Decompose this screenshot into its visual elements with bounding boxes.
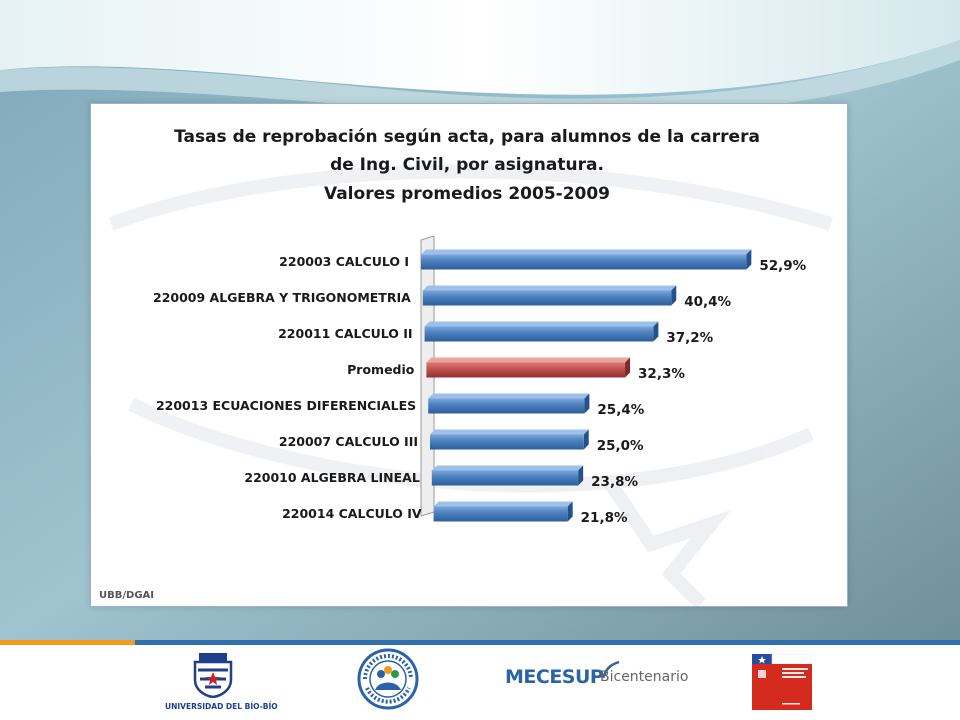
mecesup-logo: MECESUP Bicentenario	[505, 660, 688, 700]
mecesup-subtitle: Bicentenario	[600, 669, 689, 685]
category-labels: 220003 CALCULO I 220009 ALGEBRA Y TRIGONO…	[153, 254, 422, 521]
programa-politicas-seal-icon	[357, 648, 419, 710]
value-label: 37,2%	[666, 330, 713, 346]
category-label: 220003 CALCULO I	[279, 254, 409, 269]
mecesup-logo-icon	[601, 660, 620, 679]
value-labels: 52,9% 40,4% 37,2% 32,3% 25,4% 25,0% 23,8% 21,8%	[581, 258, 807, 526]
programa-politicas-logo	[357, 648, 419, 710]
footer-stripe-blue	[135, 640, 960, 645]
chart-title-line-3: Valores promedios 2005-2009	[324, 184, 610, 204]
bar	[428, 393, 590, 414]
watermark-emblem-icon	[108, 164, 834, 606]
chart-title-line-1: Tasas de reprobación según acta, para al…	[174, 127, 760, 147]
category-label: 220010 ALGEBRA LINEAL	[244, 470, 419, 485]
value-label: 21,8%	[581, 510, 628, 526]
value-label: 25,0%	[597, 438, 644, 454]
category-label: 220007 CALCULO III	[279, 434, 418, 449]
category-label: Promedio	[347, 362, 415, 377]
ministerio-logo	[752, 653, 813, 710]
category-label: 220013 ECUACIONES DIFERENCIALES	[156, 398, 416, 413]
bar	[422, 285, 677, 306]
bar	[431, 465, 584, 486]
value-label: 32,3%	[638, 366, 685, 382]
category-label: 220009 ALGEBRA Y TRIGONOMETRIA	[153, 290, 411, 305]
bar-chart: Tasas de reprobación según acta, para al…	[99, 127, 834, 606]
bar	[433, 501, 573, 522]
bar	[424, 321, 659, 342]
university-logo: UNIVERSIDAD DEL BÍO-BÍO	[165, 652, 278, 716]
bar	[426, 357, 631, 378]
mecesup-title: MECESUP	[505, 666, 604, 688]
chart-title-line-2: de Ing. Civil, por asignatura.	[330, 155, 604, 175]
university-shield-icon	[193, 653, 233, 698]
chart-panel: Tasas de reprobación según acta, para al…	[90, 103, 848, 607]
bars-layer	[421, 249, 752, 522]
value-label: 52,9%	[759, 258, 806, 274]
footer-stripe-orange	[0, 640, 135, 645]
value-label: 40,4%	[684, 294, 731, 310]
value-label: 25,4%	[597, 402, 644, 418]
footer-band: UNIVERSIDAD DEL BÍO-BÍO MECESUP Bicenten…	[0, 640, 960, 720]
university-caption: UNIVERSIDAD DEL BÍO-BÍO	[165, 702, 278, 711]
chart-title: Tasas de reprobación según acta, para al…	[174, 127, 760, 204]
value-label: 23,8%	[591, 474, 638, 490]
bar	[430, 429, 589, 450]
category-label: 220011 CALCULO II	[278, 326, 412, 341]
category-label: 220014 CALCULO IV	[282, 506, 422, 521]
source-label: UBB/DGAI	[99, 590, 154, 601]
bar	[421, 249, 752, 270]
ministerio-logo-icon	[752, 653, 813, 710]
